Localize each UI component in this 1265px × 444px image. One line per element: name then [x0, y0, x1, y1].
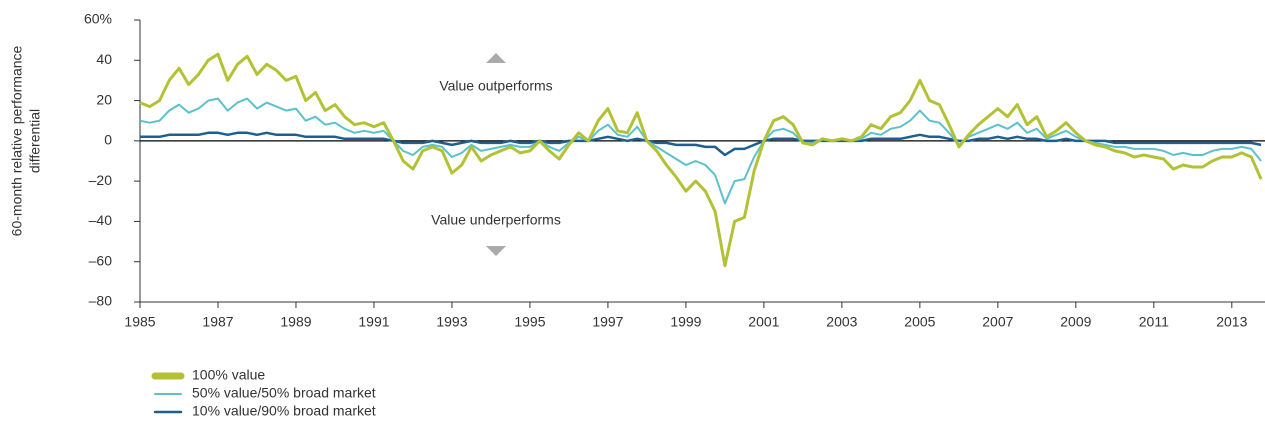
legend-label: 50% value/50% broad market: [192, 385, 376, 401]
y-tick-label: –80: [89, 293, 113, 309]
y-tick-label: –40: [89, 212, 113, 228]
x-tick-label: 1993: [436, 314, 467, 330]
series-line: [139, 97, 1262, 205]
series-line: [139, 52, 1263, 268]
x-tick-label: 2013: [1216, 314, 1247, 330]
x-tick-label: 2001: [748, 314, 779, 330]
x-tick-label: 1989: [280, 314, 311, 330]
y-tick-label: –60: [89, 252, 113, 268]
x-tick-label: 2003: [826, 314, 857, 330]
series-line: [140, 131, 1262, 157]
x-tick-label: 1997: [592, 314, 623, 330]
x-tick-label: 1991: [358, 314, 389, 330]
x-tick-label: 1987: [202, 314, 233, 330]
x-tick-label: 1999: [670, 314, 701, 330]
legend-label: 100% value: [192, 367, 265, 383]
y-axis-title: 60-month relative performance differenti…: [9, 45, 43, 236]
y-tick-label: 0: [104, 132, 112, 148]
up-arrow: [486, 53, 506, 63]
x-tick-label: 2007: [982, 314, 1013, 330]
y-axis-title-line: 60-month relative performance: [9, 45, 25, 236]
x-tick-label: 1995: [514, 314, 545, 330]
down-arrow: [486, 246, 506, 256]
x-tick-label: 2009: [1060, 314, 1091, 330]
y-axis-title-line: differential: [27, 109, 43, 173]
y-tick-label: 20: [96, 91, 112, 107]
x-tick-label: 2011: [1139, 314, 1169, 330]
annotation: Value outperforms: [439, 78, 552, 94]
legend-label: 10% value/90% broad market: [192, 403, 376, 419]
annotation: Value underperforms: [431, 212, 561, 228]
y-tick-label: 60%: [84, 11, 112, 27]
x-tick-label: 2005: [904, 314, 935, 330]
x-tick-label: 1985: [124, 314, 155, 330]
y-tick-label: 40: [96, 51, 112, 67]
y-tick-label: –20: [89, 172, 113, 188]
